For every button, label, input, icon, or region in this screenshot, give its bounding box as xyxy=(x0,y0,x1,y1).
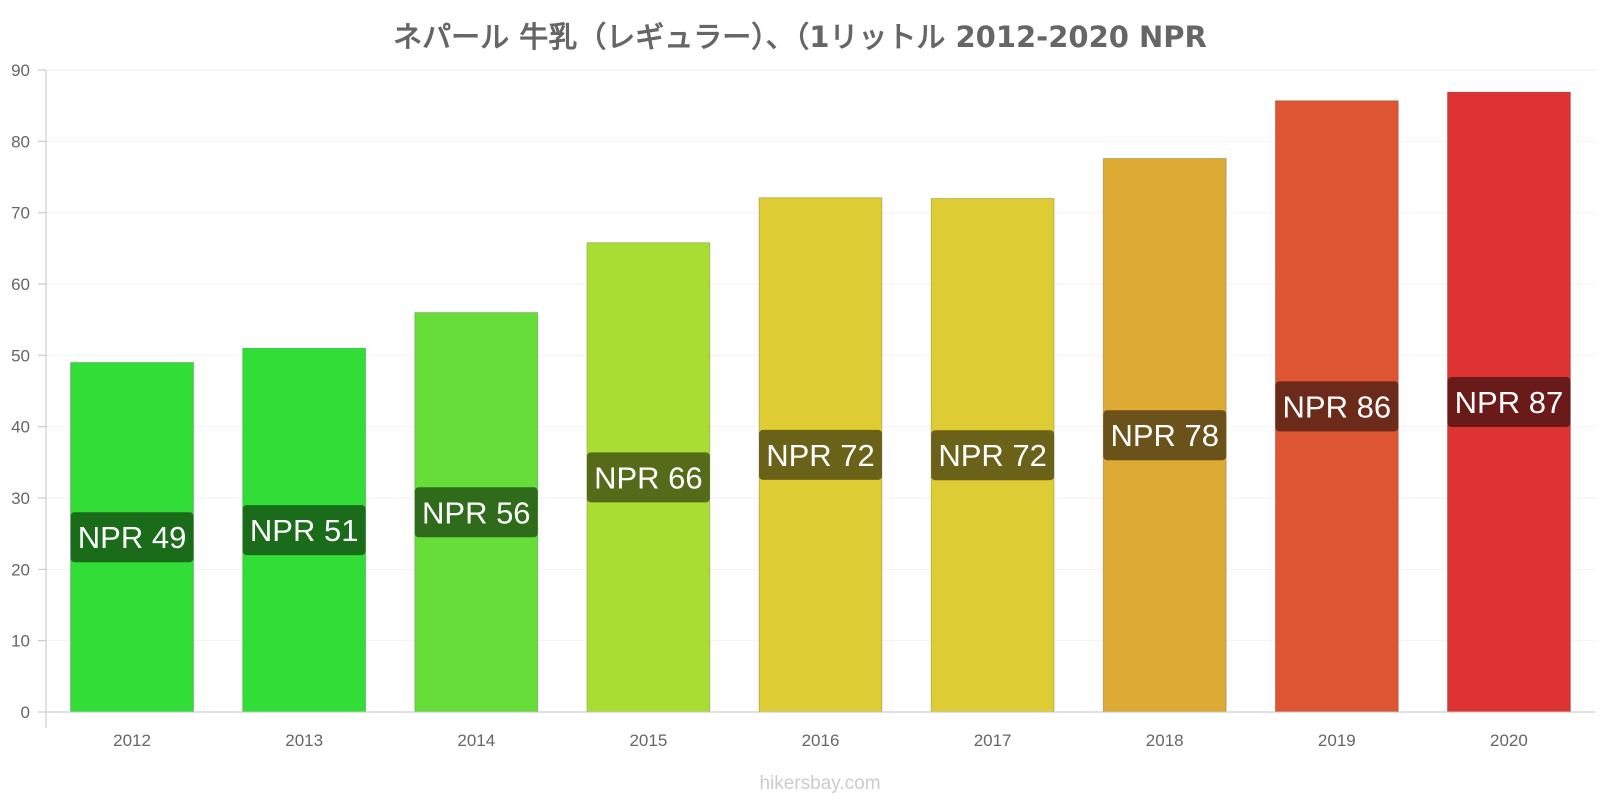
data-label: NPR 56 xyxy=(422,495,531,530)
x-tick-label: 2019 xyxy=(1318,731,1356,750)
data-label-box xyxy=(586,452,710,503)
data-label: NPR 66 xyxy=(594,460,703,495)
x-tick-label: 2015 xyxy=(629,731,667,750)
data-label-box xyxy=(414,487,538,538)
y-tick-label: 70 xyxy=(11,204,30,223)
data-label-box xyxy=(1275,381,1399,432)
data-label-box xyxy=(1447,377,1571,428)
data-label: NPR 86 xyxy=(1283,389,1392,424)
y-tick-label: 0 xyxy=(21,703,30,722)
y-tick-label: 10 xyxy=(11,632,30,651)
y-tick-label: 80 xyxy=(11,132,30,151)
data-label-box xyxy=(70,512,194,563)
data-label-box xyxy=(931,430,1055,481)
x-tick-label: 2016 xyxy=(802,731,840,750)
y-tick-label: 50 xyxy=(11,346,30,365)
data-labels: NPR 49 NPR 51 NPR 56 NPR 66 NPR 72 NPR 72 NPR … xyxy=(70,377,1571,563)
x-tick-label: 2013 xyxy=(285,731,323,750)
x-tick-label: 2012 xyxy=(113,731,151,750)
data-label: NPR 72 xyxy=(938,438,1047,473)
data-label: NPR 51 xyxy=(250,513,359,548)
x-axis: 2012 2013 2014 2015 2016 2017 2018 2019 2020 xyxy=(46,711,1595,750)
credit-text: hikersbay.com xyxy=(759,773,880,794)
y-tick-label: 40 xyxy=(11,418,30,437)
x-tick-label: 2014 xyxy=(457,731,495,750)
y-tick-label: 30 xyxy=(11,489,30,508)
data-label: NPR 87 xyxy=(1455,385,1564,420)
data-label: NPR 78 xyxy=(1110,418,1219,453)
data-label-box xyxy=(242,505,366,556)
chart-title: ネパール 牛乳（レギュラー）、（1リットル 2012-2020 NPR xyxy=(393,20,1207,54)
x-tick-label: 2018 xyxy=(1146,731,1184,750)
x-tick-label: 2020 xyxy=(1490,731,1528,750)
y-axis: 0 10 20 30 40 50 60 70 80 90 xyxy=(11,61,47,728)
y-tick-label: 20 xyxy=(11,560,30,579)
y-tick-label: 60 xyxy=(11,275,30,294)
data-label-box xyxy=(1103,410,1227,461)
data-label-box xyxy=(759,429,882,480)
data-label: NPR 49 xyxy=(78,520,187,555)
data-label: NPR 72 xyxy=(766,438,875,473)
y-tick-label: 90 xyxy=(11,61,30,80)
x-tick-label: 2017 xyxy=(974,731,1012,750)
